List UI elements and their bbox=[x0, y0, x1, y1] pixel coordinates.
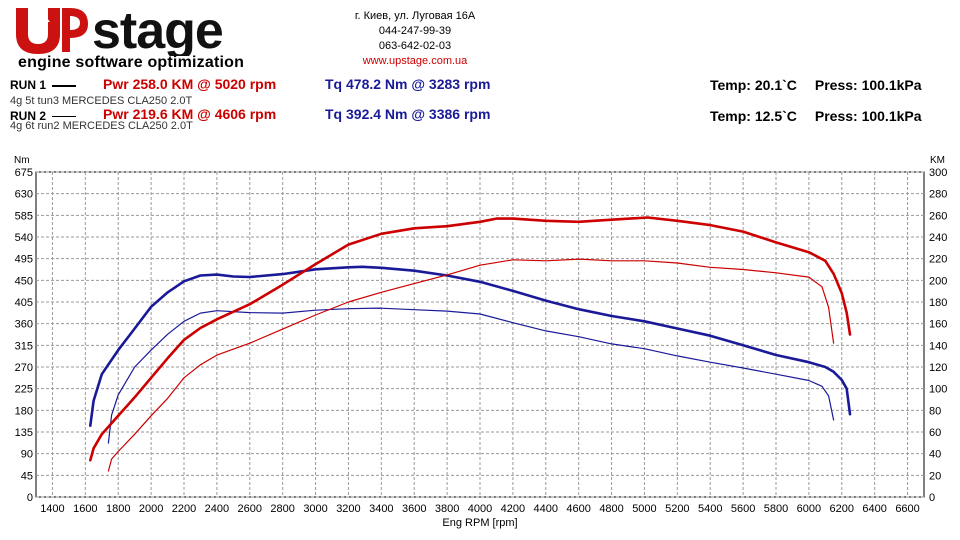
run-2-line-sample bbox=[52, 116, 77, 118]
y-left-tick-label: 45 bbox=[21, 470, 33, 482]
y-left-tick-label: 270 bbox=[15, 362, 33, 374]
x-tick-label: 4600 bbox=[566, 503, 590, 515]
y-right-tick-label: 260 bbox=[929, 210, 947, 222]
y-left-tick-label: 225 bbox=[15, 384, 33, 396]
y-left-tick-label: 180 bbox=[15, 405, 33, 417]
run-1-torque-peak: Tq 478.2 Nm @ 3283 rpm bbox=[325, 76, 491, 92]
x-tick-label: 1800 bbox=[106, 503, 130, 515]
y-left-tick-label: 315 bbox=[15, 340, 33, 352]
y-left-tick-label: 405 bbox=[15, 297, 33, 309]
address: г. Киев, ул. Луговая 16А bbox=[354, 10, 476, 22]
run-2-temp: Temp: 12.5`C bbox=[710, 108, 797, 124]
run-2-power-peak: Pwr 219.6 KM @ 4606 rpm bbox=[103, 106, 277, 122]
y-left-tick-label: 90 bbox=[21, 449, 33, 461]
y-right-tick-label: 220 bbox=[929, 254, 947, 266]
x-tick-label: 5000 bbox=[632, 503, 656, 515]
x-tick-label: 4000 bbox=[468, 503, 492, 515]
series-line-torque-run2 bbox=[107, 307, 835, 444]
website-link[interactable]: www.upstage.com.ua bbox=[362, 55, 468, 67]
x-tick-label: 3200 bbox=[336, 503, 360, 515]
x-tick-label: 4400 bbox=[534, 503, 558, 515]
x-tick-label: 3800 bbox=[435, 503, 459, 515]
run-1-line-sample bbox=[52, 84, 77, 87]
run-2-torque-peak: Tq 392.4 Nm @ 3386 rpm bbox=[325, 106, 491, 122]
run-1-description: 4g 5t tun3 MERCEDES CLA250 2.0T bbox=[10, 95, 193, 107]
run-1-conditions: Temp: 20.1`C Press: 100.1kPa bbox=[710, 77, 922, 93]
x-tick-label: 6400 bbox=[862, 503, 886, 515]
y-right-tick-label: 20 bbox=[929, 470, 941, 482]
logo-wordmark: stage bbox=[92, 4, 223, 56]
series-line-power-run1 bbox=[89, 216, 852, 462]
y-right-tick-label: 60 bbox=[929, 427, 941, 439]
phone-2: 063-642-02-03 bbox=[378, 40, 452, 52]
y-left-tick-label: 135 bbox=[15, 427, 33, 439]
y-right-tick-label: 0 bbox=[929, 492, 935, 504]
y-right-tick-label: 80 bbox=[929, 405, 941, 417]
y-left-tick-label: 585 bbox=[15, 210, 33, 222]
x-tick-label: 5200 bbox=[665, 503, 689, 515]
x-tick-label: 1400 bbox=[40, 503, 64, 515]
run-1-label: RUN 1 bbox=[10, 78, 82, 92]
x-tick-label: 6600 bbox=[895, 503, 919, 515]
x-tick-label: 6000 bbox=[797, 503, 821, 515]
y-left-axis-label: Nm bbox=[14, 155, 30, 166]
run-2-label: RUN 2 bbox=[10, 109, 82, 123]
run-1-power-peak: Pwr 258.0 KM @ 5020 rpm bbox=[103, 76, 277, 92]
x-axis-label: Eng RPM [rpm] bbox=[442, 517, 517, 529]
logo-subtitle: engine software optimization bbox=[18, 54, 245, 71]
run-2-name: RUN 2 bbox=[10, 109, 47, 123]
y-left-tick-label: 450 bbox=[15, 275, 33, 287]
run-1-temp: Temp: 20.1`C bbox=[710, 77, 797, 93]
x-tick-label: 2600 bbox=[238, 503, 262, 515]
x-tick-label: 2000 bbox=[139, 503, 163, 515]
run-1-name: RUN 1 bbox=[10, 78, 47, 92]
x-tick-label: 6200 bbox=[830, 503, 854, 515]
y-right-tick-label: 160 bbox=[929, 319, 947, 331]
x-tick-label: 2400 bbox=[205, 503, 229, 515]
x-tick-label: 4800 bbox=[599, 503, 623, 515]
y-right-tick-label: 240 bbox=[929, 232, 947, 244]
x-tick-label: 3600 bbox=[402, 503, 426, 515]
y-left-tick-label: 630 bbox=[15, 189, 33, 201]
y-right-tick-label: 280 bbox=[929, 189, 947, 201]
run-1-press: Press: 100.1kPa bbox=[814, 77, 922, 93]
y-left-tick-label: 0 bbox=[27, 492, 33, 504]
run-2-press: Press: 100.1kPa bbox=[814, 108, 922, 124]
y-left-tick-label: 540 bbox=[15, 232, 33, 244]
y-right-tick-label: 300 bbox=[929, 167, 947, 179]
x-tick-label: 5400 bbox=[698, 503, 722, 515]
x-tick-label: 5600 bbox=[731, 503, 755, 515]
series-line-power-run2 bbox=[107, 258, 835, 472]
run-2-conditions: Temp: 12.5`C Press: 100.1kPa bbox=[710, 108, 922, 124]
y-right-tick-label: 120 bbox=[929, 362, 947, 374]
y-right-tick-label: 180 bbox=[929, 297, 947, 309]
y-right-tick-label: 40 bbox=[929, 449, 941, 461]
y-right-tick-label: 200 bbox=[929, 275, 947, 287]
run-2-description: 4g 6t run2 MERCEDES CLA250 2.0T bbox=[10, 120, 193, 132]
y-left-tick-label: 675 bbox=[15, 167, 33, 179]
x-tick-label: 2800 bbox=[270, 503, 294, 515]
y-right-axis-label: KM bbox=[930, 155, 945, 166]
series-line-torque-run1 bbox=[89, 265, 852, 428]
x-tick-label: 3000 bbox=[303, 503, 327, 515]
logo: stage engine software optimization bbox=[8, 4, 308, 74]
x-tick-label: 1600 bbox=[73, 503, 97, 515]
logo-mark: stage bbox=[16, 4, 224, 56]
x-tick-label: 4200 bbox=[501, 503, 525, 515]
y-right-tick-label: 100 bbox=[929, 384, 947, 396]
x-tick-label: 2200 bbox=[172, 503, 196, 515]
x-tick-label: 5800 bbox=[764, 503, 788, 515]
x-tick-label: 3400 bbox=[369, 503, 393, 515]
y-left-tick-label: 495 bbox=[15, 254, 33, 266]
y-left-tick-label: 360 bbox=[15, 319, 33, 331]
phone-1: 044-247-99-39 bbox=[378, 25, 452, 37]
y-right-tick-label: 140 bbox=[929, 340, 947, 352]
contact-info: г. Киев, ул. Луговая 16А 044-247-99-39 0… bbox=[330, 9, 500, 69]
